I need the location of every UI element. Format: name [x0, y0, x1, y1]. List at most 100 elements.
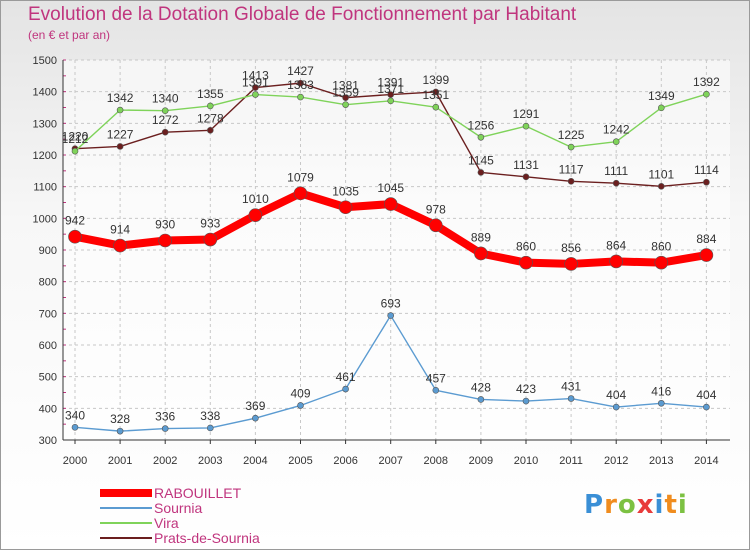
data-label: 461	[336, 370, 356, 384]
data-point	[703, 403, 710, 411]
x-tick-label: 2007	[378, 455, 402, 467]
data-point	[387, 312, 395, 319]
series-rabouillet: 942 914 930 933 1010 1079 1035 1045 978 889 860 856…	[65, 170, 717, 271]
data-label: 933	[200, 217, 220, 231]
data-point	[428, 218, 443, 233]
x-tick-label: 2005	[288, 455, 312, 467]
data-label: 369	[245, 399, 265, 413]
data-point	[203, 232, 218, 247]
data-label: 860	[651, 240, 671, 254]
data-label: 860	[516, 240, 536, 254]
chart-title: Evolution de la Dotation Globale de Fonc…	[28, 4, 577, 25]
data-label: 1117	[559, 162, 584, 176]
logo-letter: o	[617, 490, 637, 520]
data-label: 404	[696, 388, 716, 402]
data-point	[207, 102, 214, 110]
x-tick-label: 2006	[333, 455, 357, 467]
x-tick-label: 2009	[469, 455, 493, 467]
data-label: 1381	[332, 79, 359, 93]
legend-label-prats-de-sournia: Prats-de-Sournia	[154, 530, 260, 546]
data-label: 428	[471, 380, 491, 394]
data-point	[297, 93, 304, 101]
plot-area	[63, 60, 730, 440]
data-point	[161, 425, 169, 432]
data-label: 340	[65, 408, 85, 422]
data-point	[522, 122, 530, 130]
data-point	[342, 101, 349, 108]
data-label: 693	[381, 297, 401, 311]
y-tick-label: 1500	[33, 55, 57, 67]
data-point	[657, 104, 665, 112]
series-prats-de-sournia: 1220 1227 1272 1278 1413 1427 1381 1391 1399 1145…	[62, 64, 719, 190]
data-point	[71, 147, 79, 155]
chart-subtitle: (en € et par an)	[28, 28, 111, 42]
data-label: 1391	[242, 76, 269, 90]
data-label: 1079	[287, 170, 314, 184]
y-tick-label: 700	[39, 308, 57, 320]
data-point	[113, 238, 127, 253]
data-point	[207, 127, 214, 134]
data-label: 1272	[152, 113, 179, 127]
y-tick-label: 1300	[33, 118, 57, 130]
y-tick-label: 900	[39, 245, 57, 257]
data-point	[699, 248, 714, 262]
data-point	[116, 143, 124, 150]
data-label: 1355	[197, 87, 224, 101]
data-label: 1131	[513, 158, 539, 172]
data-point	[567, 143, 575, 151]
x-tick-label: 2008	[424, 455, 448, 467]
data-point	[383, 197, 398, 211]
data-label: 404	[606, 388, 626, 402]
data-label: 1114	[694, 163, 719, 177]
data-label: 1010	[242, 192, 269, 206]
data-point	[477, 396, 485, 403]
y-tick-label: 300	[39, 435, 57, 447]
data-point	[293, 186, 308, 201]
logo-letter: P	[584, 490, 605, 520]
x-tick-label: 2001	[108, 455, 132, 467]
data-point	[432, 103, 440, 111]
data-point	[703, 90, 710, 98]
data-point	[161, 107, 169, 114]
data-label: 1342	[107, 91, 134, 105]
data-point	[252, 84, 259, 91]
data-label: 409	[290, 386, 310, 400]
data-point	[338, 200, 353, 215]
data-label: 942	[65, 214, 85, 228]
logo-letter: i	[654, 490, 665, 520]
data-label: 328	[110, 412, 130, 426]
x-tick-label: 2002	[153, 455, 177, 467]
x-tick-label: 2003	[198, 455, 222, 467]
legend-label-vira: Vira	[154, 515, 179, 531]
data-label: 1227	[107, 127, 134, 141]
x-tick-label: 2010	[514, 455, 538, 467]
data-label: 1278	[197, 111, 224, 125]
data-label: 336	[155, 410, 175, 424]
x-tick-label: 2004	[243, 455, 267, 467]
data-point	[612, 179, 620, 187]
data-point	[432, 88, 440, 96]
data-point	[522, 397, 530, 405]
data-label: 457	[426, 371, 446, 385]
data-label: 1340	[152, 92, 179, 106]
data-point	[567, 395, 575, 402]
data-label: 1145	[468, 153, 494, 167]
data-point	[252, 414, 259, 422]
data-label: 884	[696, 232, 716, 246]
series-vira: 1212 1342 1340 1355 1391 1383 1359 1371 1351 1256…	[62, 75, 720, 155]
y-tick-label: 1200	[33, 150, 57, 162]
data-label: 338	[200, 409, 220, 423]
data-label: 856	[561, 241, 581, 255]
y-tick-label: 400	[39, 403, 57, 415]
data-point	[477, 169, 485, 176]
data-point	[158, 233, 172, 248]
data-label: 1212	[62, 132, 89, 146]
legend-label-sournia: Sournia	[154, 500, 202, 516]
data-label: 1399	[422, 73, 449, 87]
data-point	[387, 97, 395, 105]
data-label: 1035	[332, 184, 359, 198]
data-point	[116, 427, 124, 435]
data-point	[248, 208, 263, 222]
legend-label-rabouillet: RABOUILLET	[154, 485, 242, 501]
data-label: 1225	[558, 128, 585, 142]
